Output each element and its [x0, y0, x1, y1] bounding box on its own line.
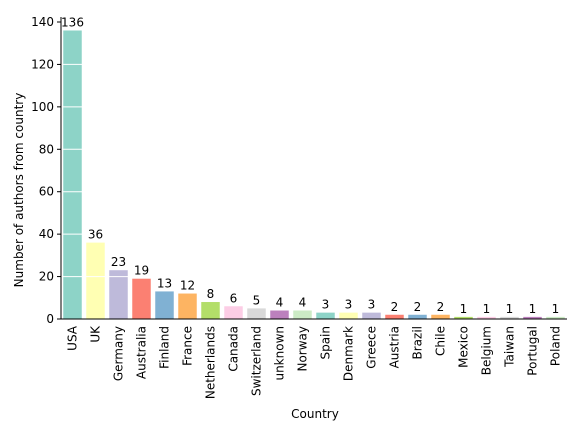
value-label-france: 12 [180, 279, 195, 293]
y-tick-label: 40 [39, 227, 54, 241]
x-tick-label-greece: Greece [365, 326, 379, 369]
y-tick-label: 0 [46, 312, 54, 326]
value-label-poland: 1 [552, 302, 560, 316]
value-label-spain: 3 [322, 298, 330, 312]
bar-netherlands [201, 302, 220, 319]
x-tick-label-canada: Canada [227, 326, 241, 372]
bar-brazil [408, 314, 427, 319]
bar-spain [316, 312, 335, 319]
x-tick-label-chile: Chile [434, 326, 448, 356]
y-tick-label: 80 [39, 142, 54, 156]
x-tick-label-poland: Poland [549, 326, 563, 366]
value-label-unknown: 4 [276, 296, 284, 310]
bar-mexico [454, 316, 473, 319]
x-tick-label-brazil: Brazil [411, 326, 425, 360]
value-label-mexico: 1 [460, 302, 468, 316]
y-tick-label: 120 [31, 57, 54, 71]
y-tick-label: 60 [39, 185, 54, 199]
x-tick-label-france: France [181, 326, 195, 366]
bar-france [178, 293, 197, 319]
x-tick-label-usa: USA [66, 325, 80, 351]
value-label-brazil: 2 [414, 300, 422, 314]
value-label-portugal: 1 [529, 302, 537, 316]
bar-norway [293, 310, 312, 319]
value-label-finland: 13 [157, 276, 172, 290]
bar-germany [109, 270, 128, 319]
x-tick-label-germany: Germany [112, 326, 126, 381]
bar-uk [86, 242, 105, 319]
value-label-australia: 19 [134, 264, 149, 278]
value-label-germany: 23 [111, 255, 126, 269]
value-label-greece: 3 [368, 298, 376, 312]
x-tick-label-austria: Austria [388, 326, 402, 368]
bar-austria [385, 314, 404, 319]
bar-finland [155, 291, 174, 319]
value-label-netherlands: 8 [207, 287, 215, 301]
y-tick-label: 20 [39, 270, 54, 284]
value-label-chile: 2 [437, 300, 445, 314]
bar-portugal [523, 316, 542, 319]
bar-canada [224, 306, 243, 319]
y-tick-label: 100 [31, 100, 54, 114]
x-tick-label-portugal: Portugal [526, 326, 540, 376]
x-tick-label-finland: Finland [158, 326, 172, 369]
x-tick-label-australia: Australia [135, 326, 149, 379]
bars [63, 30, 565, 319]
x-tick-label-uk: UK [89, 325, 103, 343]
x-tick-label-netherlands: Netherlands [204, 326, 218, 399]
value-label-canada: 6 [230, 291, 238, 305]
bar-belgium [477, 316, 496, 319]
x-tick-label-mexico: Mexico [457, 326, 471, 368]
x-axis: USA UK Germany Australia Finland France Nether… [61, 318, 567, 399]
x-tick-label-switzerland: Switzerland [250, 326, 264, 396]
value-label-norway: 4 [299, 296, 307, 310]
x-tick-label-spain: Spain [319, 326, 333, 360]
bar-usa [63, 30, 82, 319]
y-axis-title: Number of authors from country [12, 93, 26, 288]
bar-australia [132, 278, 151, 319]
bar-greece [362, 312, 381, 319]
x-tick-label-unknown: unknown [273, 326, 287, 381]
value-label-austria: 2 [391, 300, 399, 314]
y-tick-label: 140 [31, 15, 54, 29]
bar-denmark [339, 312, 358, 319]
value-label-switzerland: 5 [253, 293, 261, 307]
x-axis-title: Country [291, 407, 339, 421]
x-tick-label-belgium: Belgium [480, 326, 494, 375]
x-tick-label-denmark: Denmark [342, 326, 356, 381]
value-label-denmark: 3 [345, 298, 353, 312]
gridlines [61, 21, 567, 278]
x-tick-label-taiwan: Taiwan [503, 326, 517, 368]
value-label-belgium: 1 [483, 302, 491, 316]
x-tick-label-norway: Norway [296, 326, 310, 372]
bar-chile [431, 314, 450, 319]
y-axis: 0 20 40 60 80 100 120 140 [31, 15, 62, 326]
value-labels: 136 36 23 19 13 12 8 6 5 4 4 3 3 3 2 2 2 1 1 1 1 1 [61, 15, 559, 315]
bar-taiwan [500, 316, 519, 319]
bar-poland [546, 316, 565, 319]
value-label-uk: 36 [88, 228, 103, 242]
bar-switzerland [247, 308, 266, 319]
value-label-usa: 136 [61, 15, 84, 29]
bar-unknown [270, 310, 289, 319]
value-label-taiwan: 1 [506, 302, 514, 316]
